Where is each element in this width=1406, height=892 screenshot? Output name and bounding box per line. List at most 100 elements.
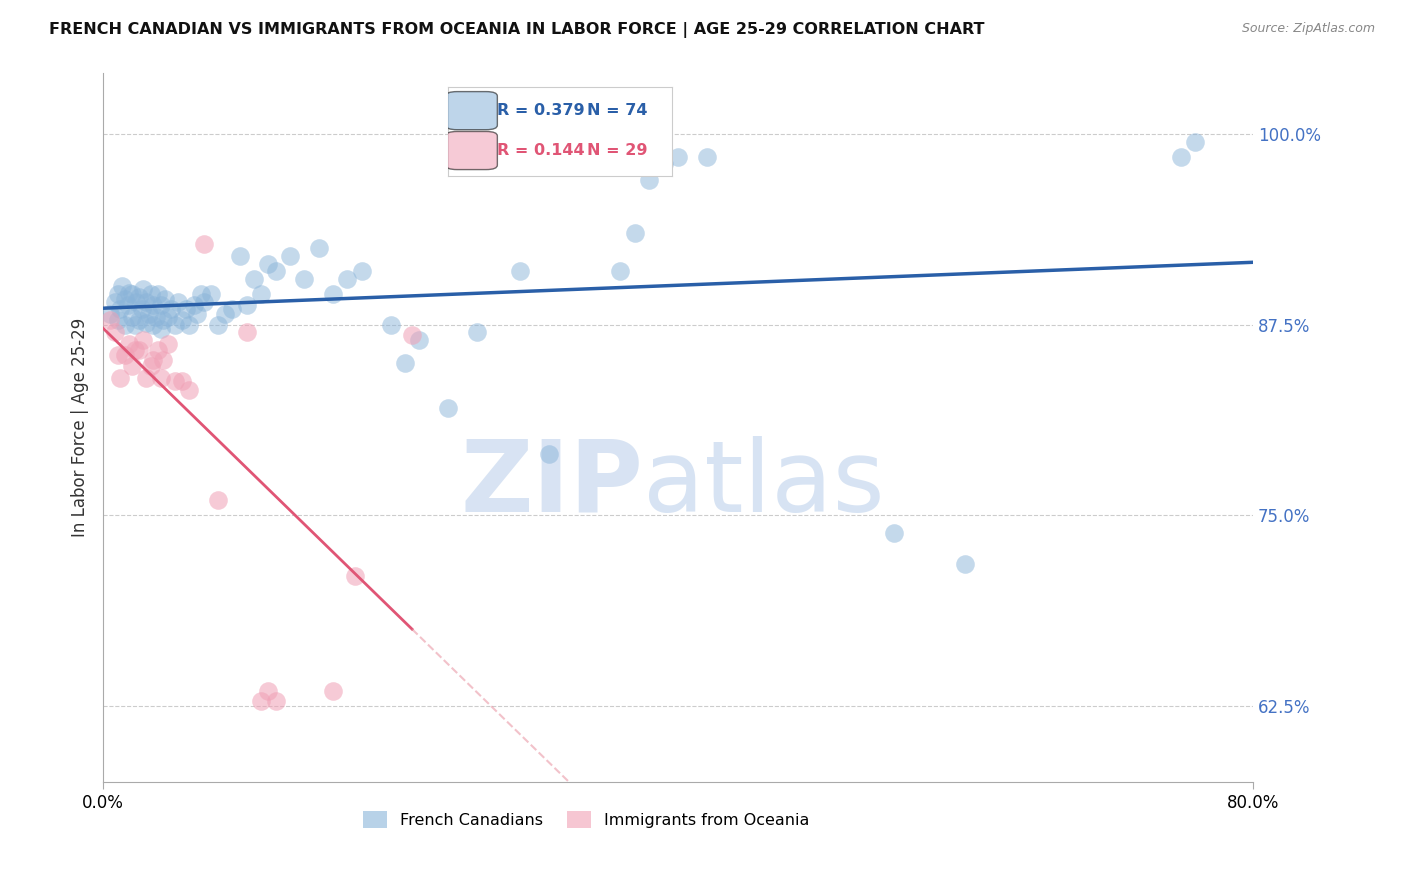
Point [190,287,212,301]
Point [200,287,222,301]
Point [135,316,157,330]
Point [624,226,647,240]
Point [336,272,359,286]
Point [322,683,344,698]
Point [107,348,129,362]
Point [131,302,153,317]
Point [125,294,148,309]
Point [308,241,330,255]
Point [149,371,172,385]
Point [159,302,181,317]
Point [172,313,194,327]
Point [401,328,423,343]
Point [257,683,280,698]
Point [350,264,373,278]
Point [139,287,162,301]
Point [465,325,488,339]
Point [509,264,531,278]
Point [142,352,165,367]
Point [278,249,301,263]
Point [193,236,215,251]
Point [236,325,259,339]
Point [142,298,165,312]
Point [121,287,143,301]
Point [152,352,174,367]
Point [110,371,132,385]
Text: FRENCH CANADIAN VS IMMIGRANTS FROM OCEANIA IN LABOR FORCE | AGE 25-29 CORRELATIO: FRENCH CANADIAN VS IMMIGRANTS FROM OCEAN… [49,22,984,38]
Point [207,492,229,507]
Legend: French Canadians, Immigrants from Oceania: French Canadians, Immigrants from Oceani… [357,805,815,834]
Point [114,318,136,332]
Point [104,325,127,339]
Point [609,264,631,278]
Point [121,359,143,373]
Point [214,307,236,321]
Point [139,359,162,373]
Point [207,318,229,332]
Point [264,694,287,708]
Point [110,302,132,317]
Point [121,310,143,324]
Point [1184,135,1206,149]
Point [145,310,167,324]
Point [394,356,416,370]
Point [250,694,273,708]
Point [638,172,661,186]
Point [257,256,280,270]
Point [193,294,215,309]
Text: Source: ZipAtlas.com: Source: ZipAtlas.com [1241,22,1375,36]
Point [124,318,146,332]
Point [118,337,141,351]
Point [128,290,150,304]
Point [537,447,560,461]
Point [98,307,121,321]
Y-axis label: In Labor Force | Age 25-29: In Labor Force | Age 25-29 [72,318,89,537]
Point [107,313,129,327]
Point [156,337,179,351]
Point [264,264,287,278]
Point [1170,150,1192,164]
Point [149,322,172,336]
Point [243,272,266,286]
Point [343,569,366,583]
Point [167,294,190,309]
Point [135,294,157,309]
Point [163,374,186,388]
Point [142,318,165,332]
Text: atlas: atlas [644,435,886,533]
Point [114,292,136,306]
Point [322,287,344,301]
Point [104,294,127,309]
Point [408,333,430,347]
Point [107,287,129,301]
Point [152,313,174,327]
Point [114,348,136,362]
Point [146,343,169,358]
Point [138,307,160,321]
Point [179,383,201,397]
Point [437,401,460,416]
Point [163,318,186,332]
Point [292,272,315,286]
Text: ZIP: ZIP [461,435,644,533]
Point [380,318,402,332]
Point [149,298,172,312]
Point [179,318,201,332]
Point [172,374,194,388]
Point [128,313,150,327]
Point [696,150,718,164]
Point [955,557,977,571]
Point [186,307,208,321]
Point [156,310,179,324]
Point [111,279,134,293]
Point [135,371,157,385]
Point [98,313,121,327]
Point [132,333,155,347]
Point [118,285,141,300]
Point [228,249,250,263]
Point [666,150,689,164]
Point [250,287,273,301]
Point [652,157,675,171]
Point [883,526,905,541]
Point [128,343,150,358]
